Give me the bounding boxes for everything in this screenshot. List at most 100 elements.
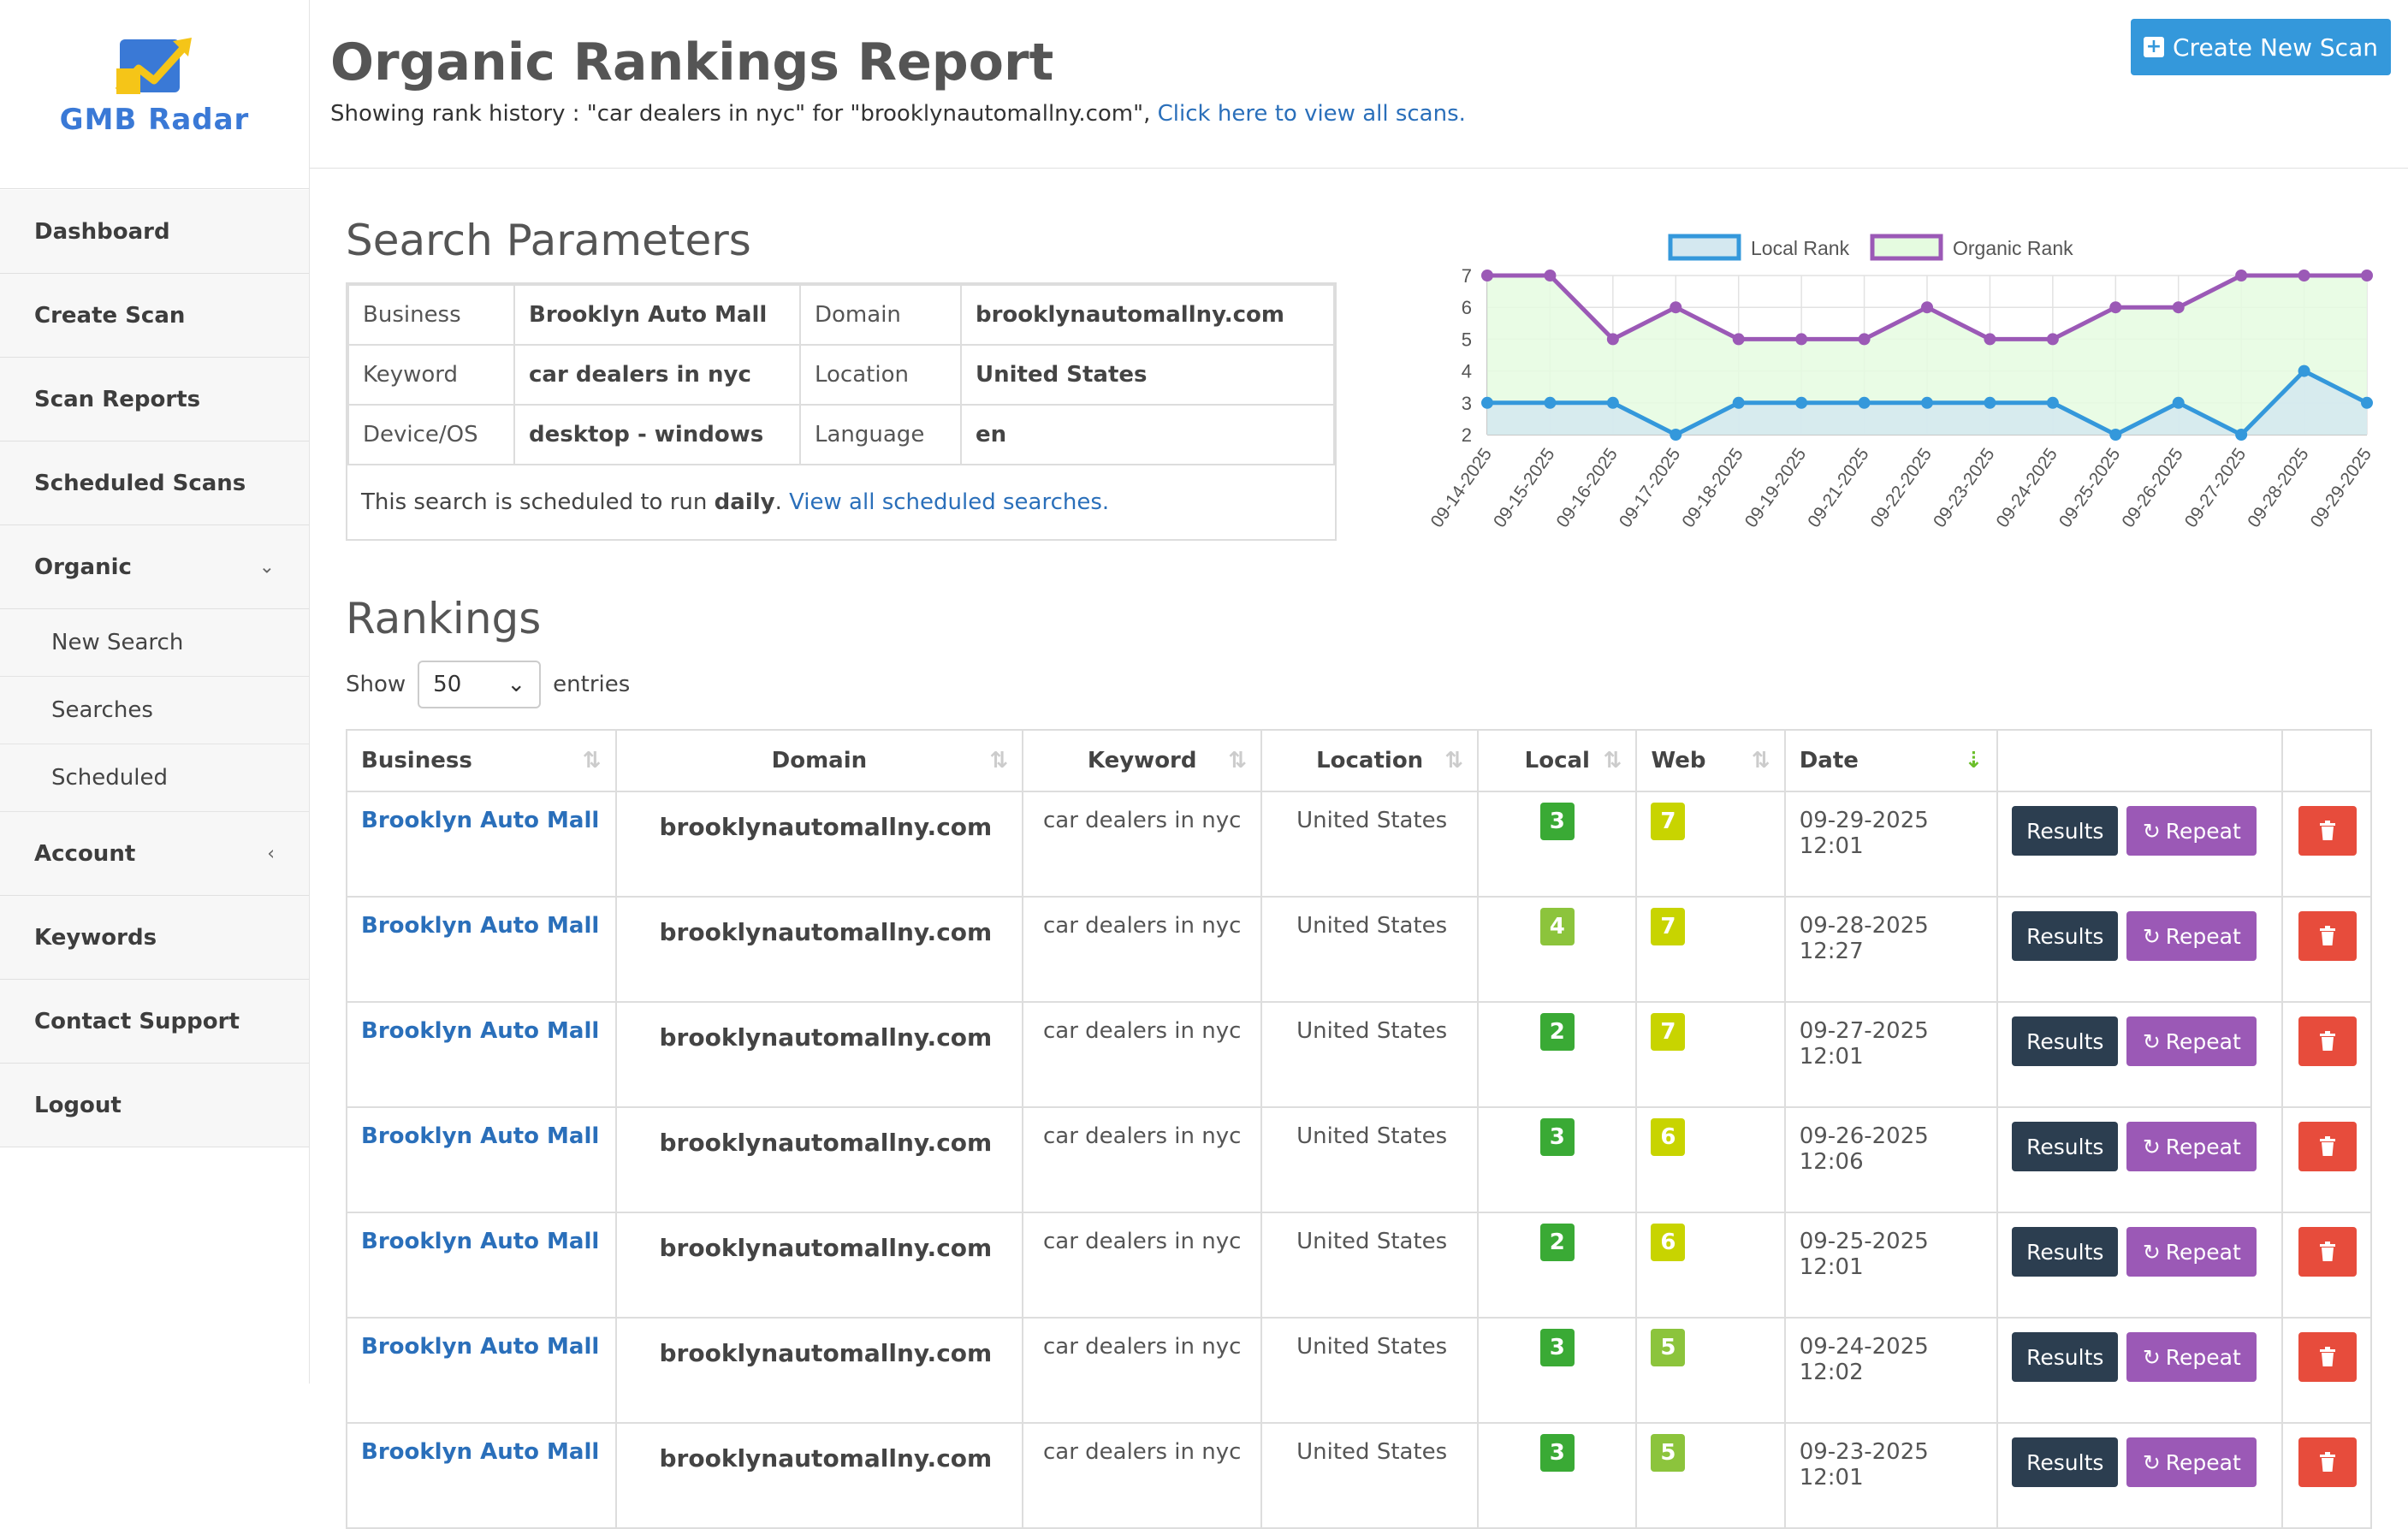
sidebar-subitem-scheduled[interactable]: Scheduled [0,744,309,812]
sidebar-item-keywords[interactable]: Keywords [0,896,309,980]
sidebar-subitem-searches[interactable]: Searches [0,677,309,744]
delete-button[interactable] [2298,806,2357,856]
web-rank-badge: 5 [1651,1434,1686,1472]
view-scheduled-searches-link[interactable]: View all scheduled searches. [789,489,1110,515]
repeat-button[interactable]: ↻ Repeat [2126,1122,2257,1171]
sidebar-item-organic[interactable]: Organic ⌄ [0,525,309,609]
results-button[interactable]: Results [2012,1016,2119,1066]
param-row: Device/OS desktop - windows Language en [347,404,1335,465]
results-button[interactable]: Results [2012,1227,2119,1277]
repeat-button[interactable]: ↻ Repeat [2126,1016,2257,1066]
column-business[interactable]: Business ⇅ [346,729,617,792]
param-key: Keyword [347,344,515,406]
trash-icon [2320,1452,2335,1472]
create-new-scan-button[interactable]: + Create New Scan [2131,19,2391,75]
table-row: Brooklyn Auto Mall brooklynautomallny.com… [346,1317,2372,1424]
sidebar-item-create-scan[interactable]: Create Scan [0,274,309,358]
keyword-cell: car dealers in nyc [1022,791,1263,898]
rankings-title: Rankings [346,594,542,643]
date-cell: 09-26-2025 12:06 [1783,1106,1999,1213]
web-rank-badge: 6 [1651,1224,1686,1261]
business-link[interactable]: Brooklyn Auto Mall [346,896,617,1003]
column-date[interactable]: Date ⇣ [1783,729,1999,792]
legend-swatch [1668,234,1741,261]
local-rank-badge: 2 [1539,1224,1575,1261]
sidebar-item-contact-support[interactable]: Contact Support [0,980,309,1064]
column-keyword[interactable]: Keyword ⇅ [1022,729,1263,792]
sidebar-item-label: Logout [34,1092,122,1118]
view-all-scans-link[interactable]: Click here to view all scans. [1157,101,1466,127]
sidebar-item-label: New Search [51,630,184,655]
web-rank-cell: 7 [1635,1001,1786,1108]
data-point [1921,396,1933,409]
business-link[interactable]: Brooklyn Auto Mall [346,1106,617,1213]
sidebar-item-scheduled-scans[interactable]: Scheduled Scans [0,442,309,525]
location-cell: United States [1260,896,1480,1003]
results-button[interactable]: Results [2012,911,2119,961]
sidebar-item-account[interactable]: Account ‹ [0,812,309,896]
data-point [1732,396,1745,409]
location-cell: United States [1260,1001,1480,1108]
delete-button[interactable] [2298,1016,2357,1066]
business-link[interactable]: Brooklyn Auto Mall [346,1001,617,1108]
delete-button[interactable] [2298,1332,2357,1382]
column-label: Date [1799,748,1859,773]
sidebar-item-scan-reports[interactable]: Scan Reports [0,358,309,442]
data-point [2109,301,2122,314]
delete-button[interactable] [2298,1122,2357,1171]
column-domain[interactable]: Domain ⇅ [614,729,1024,792]
domain-cell: brooklynautomallny.com [614,896,1024,1003]
table-row: Brooklyn Auto Mall brooklynautomallny.com… [346,1422,2372,1529]
actions-cell: Results ↻ Repeat [1996,1212,2283,1319]
column-location[interactable]: Location ⇅ [1260,729,1480,792]
web-rank-cell: 7 [1635,791,1786,898]
results-button[interactable]: Results [2012,1332,2119,1382]
entries-control: Show 50 ⌄ entries [346,661,630,708]
actions-cell: Results ↻ Repeat [1996,1106,2283,1213]
business-link[interactable]: Brooklyn Auto Mall [346,791,617,898]
repeat-button[interactable]: ↻ Repeat [2126,1227,2257,1277]
chevron-left-icon: ‹ [267,843,275,864]
repeat-button[interactable]: ↻ Repeat [2126,1437,2257,1487]
delete-button[interactable] [2298,1227,2357,1277]
repeat-button[interactable]: ↻ Repeat [2126,806,2257,856]
delete-button[interactable] [2298,1437,2357,1487]
column-web[interactable]: Web ⇅ [1635,729,1786,792]
results-button[interactable]: Results [2012,806,2119,856]
sidebar-item-dashboard[interactable]: Dashboard [0,190,309,274]
delete-button[interactable] [2298,911,2357,961]
logo[interactable]: GMB Radar [0,0,309,189]
business-link[interactable]: Brooklyn Auto Mall [346,1212,617,1319]
logo-text: GMB Radar [59,103,250,137]
entries-select[interactable]: 50 ⌄ [418,661,542,708]
param-key: Business [347,284,515,346]
sidebar-item-label: Scan Reports [34,386,201,412]
param-value: Brooklyn Auto Mall [513,284,801,346]
x-tick-label: 09-16-2025 [1552,445,1621,531]
data-point [2235,270,2248,282]
business-link[interactable]: Brooklyn Auto Mall [346,1422,617,1529]
delete-cell [2281,791,2372,898]
x-tick-label: 09-27-2025 [2181,445,2250,531]
legend-swatch [1870,234,1943,261]
data-point [1795,333,1808,346]
sort-icon: ⇅ [1228,748,1248,773]
data-point [1544,270,1557,282]
keyword-cell: car dealers in nyc [1022,1317,1263,1424]
sidebar-item-logout[interactable]: Logout [0,1064,309,1147]
business-link[interactable]: Brooklyn Auto Mall [346,1317,617,1424]
search-parameters-title: Search Parameters [346,216,751,265]
results-button[interactable]: Results [2012,1437,2119,1487]
date-cell: 09-28-2025 12:27 [1783,896,1999,1003]
repeat-button[interactable]: ↻ Repeat [2126,1332,2257,1382]
param-key: Location [799,344,962,406]
param-key: Language [799,404,962,465]
column-local[interactable]: Local ⇅ [1477,729,1638,792]
sidebar-subitem-new-search[interactable]: New Search [0,609,309,677]
sidebar-item-label: Create Scan [34,302,186,329]
domain-cell: brooklynautomallny.com [614,1106,1024,1213]
web-rank-badge: 6 [1651,1118,1686,1156]
results-button[interactable]: Results [2012,1122,2119,1171]
data-point [1984,396,1996,409]
repeat-button[interactable]: ↻ Repeat [2126,911,2257,961]
